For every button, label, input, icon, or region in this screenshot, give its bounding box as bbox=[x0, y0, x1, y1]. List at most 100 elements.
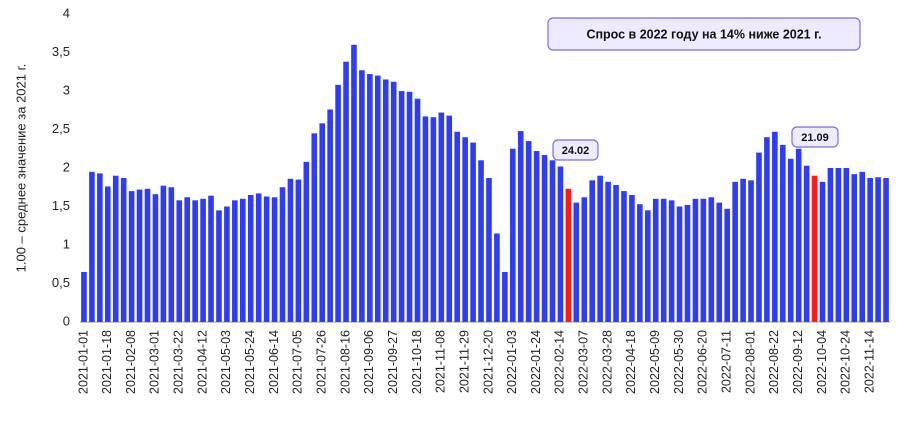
bar bbox=[581, 197, 588, 322]
bar bbox=[454, 131, 461, 322]
bar bbox=[89, 171, 95, 322]
bar bbox=[644, 210, 651, 322]
bar bbox=[494, 233, 500, 322]
x-tick-label: 2022-03-28 bbox=[600, 330, 614, 394]
annotation-box bbox=[791, 126, 839, 148]
bar bbox=[502, 271, 508, 322]
bar bbox=[652, 198, 659, 322]
x-tick-label: 2021-07-05 bbox=[291, 330, 305, 394]
bar bbox=[382, 79, 389, 322]
bar bbox=[676, 206, 683, 322]
bar bbox=[605, 181, 611, 322]
bar bbox=[144, 188, 151, 322]
x-tick-label: 2021-05-24 bbox=[243, 330, 257, 394]
annotation-box bbox=[547, 17, 861, 51]
bar bbox=[565, 188, 572, 322]
x-tick-label: 2022-04-18 bbox=[624, 330, 638, 394]
bar bbox=[374, 75, 381, 322]
y-tick-label: 0,5 bbox=[52, 275, 70, 290]
bar bbox=[883, 178, 889, 322]
x-tick-label: 2022-09-12 bbox=[791, 330, 805, 394]
bar bbox=[414, 98, 421, 322]
bar bbox=[152, 194, 159, 322]
x-tick-label: 2022-05-30 bbox=[672, 330, 686, 394]
bar bbox=[589, 180, 596, 322]
annotation: 21.09 bbox=[801, 132, 829, 144]
bar bbox=[168, 187, 175, 322]
bar bbox=[462, 137, 468, 322]
bar bbox=[478, 160, 484, 322]
bar bbox=[867, 178, 873, 322]
bar bbox=[732, 181, 738, 322]
bar bbox=[351, 44, 357, 323]
bar bbox=[184, 197, 191, 322]
x-tick-label: 2021-09-27 bbox=[386, 330, 400, 394]
annotation: Спрос в 2022 году на 14% ниже 2021 г. bbox=[586, 27, 821, 41]
bar bbox=[97, 173, 103, 322]
bar bbox=[208, 195, 214, 322]
x-tick-label: 2021-08-16 bbox=[338, 330, 352, 394]
y-tick-label: 2,5 bbox=[52, 121, 70, 136]
y-tick-label: 0 bbox=[63, 313, 70, 328]
bar bbox=[271, 197, 278, 322]
bar bbox=[470, 142, 476, 322]
bar bbox=[136, 189, 143, 322]
bar bbox=[422, 116, 429, 322]
bar bbox=[573, 202, 580, 322]
bar bbox=[660, 198, 667, 322]
bar bbox=[859, 171, 866, 322]
bar bbox=[811, 175, 818, 322]
x-tick-label: 2021-01-01 bbox=[76, 330, 90, 394]
bar bbox=[255, 193, 262, 322]
bar bbox=[192, 200, 198, 322]
bar bbox=[81, 271, 87, 322]
bar bbox=[875, 177, 881, 322]
bar bbox=[430, 117, 437, 323]
bar bbox=[851, 174, 858, 322]
x-tick-label: 2021-11-08 bbox=[434, 330, 448, 393]
y-tick-label: 3 bbox=[63, 82, 70, 97]
bar bbox=[303, 161, 310, 322]
bar bbox=[287, 178, 294, 322]
x-tick-label: 2021-10-18 bbox=[410, 330, 424, 394]
x-tick-label: 2022-11-14 bbox=[862, 330, 876, 393]
bar bbox=[827, 168, 834, 322]
annotation-box bbox=[552, 139, 599, 161]
bar bbox=[327, 109, 333, 322]
bar bbox=[684, 204, 691, 322]
bar bbox=[247, 194, 254, 322]
x-tick-label: 2021-01-18 bbox=[100, 330, 114, 394]
x-tick-label: 2022-01-24 bbox=[529, 330, 543, 394]
bar bbox=[486, 178, 492, 322]
bar bbox=[104, 186, 111, 322]
x-tick-label: 2022-10-04 bbox=[815, 330, 829, 394]
bar bbox=[398, 91, 405, 322]
bar bbox=[509, 148, 516, 322]
bar bbox=[279, 187, 286, 322]
x-tick-label: 2022-08-22 bbox=[767, 330, 781, 394]
bar bbox=[557, 166, 564, 322]
y-tick-label: 1 bbox=[63, 236, 70, 251]
bar bbox=[597, 175, 603, 322]
bar bbox=[239, 198, 246, 322]
bar bbox=[438, 112, 445, 322]
bar bbox=[716, 202, 723, 322]
bar bbox=[224, 206, 230, 322]
x-tick-label: 2022-07-11 bbox=[720, 330, 734, 393]
bar bbox=[748, 180, 754, 322]
bar bbox=[637, 204, 643, 322]
x-tick-label: 2022-03-07 bbox=[577, 330, 591, 394]
bar bbox=[787, 158, 794, 322]
x-tick-label: 2022-08-01 bbox=[743, 330, 757, 394]
bar bbox=[843, 168, 850, 322]
bar bbox=[756, 152, 762, 322]
bar bbox=[263, 196, 270, 322]
bar bbox=[621, 191, 627, 322]
x-tick-label: 2021-03-01 bbox=[148, 330, 162, 394]
bar bbox=[708, 197, 715, 322]
bar bbox=[319, 123, 326, 322]
bar bbox=[740, 178, 746, 322]
bar bbox=[803, 165, 810, 322]
bar bbox=[700, 198, 707, 322]
